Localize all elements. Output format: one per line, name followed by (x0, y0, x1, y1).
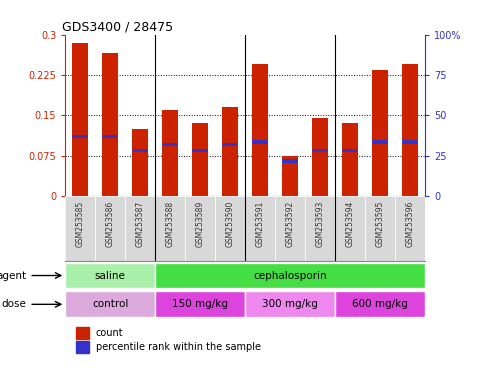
Bar (252, 141, 269, 144)
Bar (282, 156, 298, 196)
Bar (245, 196, 275, 261)
Bar (372, 141, 388, 144)
Bar (215, 196, 245, 261)
Bar (245, 291, 335, 317)
Bar (335, 291, 425, 317)
Bar (162, 110, 178, 196)
Bar (72, 43, 88, 196)
Bar (192, 149, 208, 152)
Bar (252, 64, 269, 196)
Bar (102, 135, 118, 138)
Bar (282, 159, 298, 162)
Text: GSM253585: GSM253585 (76, 201, 85, 247)
Bar (132, 129, 148, 196)
Bar (76, 341, 88, 353)
Text: GSM253595: GSM253595 (376, 201, 384, 247)
Text: cephalosporin: cephalosporin (253, 270, 327, 281)
Text: 300 mg/kg: 300 mg/kg (262, 299, 318, 310)
Bar (395, 196, 425, 261)
Bar (65, 196, 95, 261)
Bar (65, 263, 155, 288)
Bar (275, 196, 305, 261)
Bar (335, 196, 365, 261)
Text: 600 mg/kg: 600 mg/kg (352, 299, 408, 310)
Bar (312, 149, 328, 152)
Bar (125, 196, 155, 261)
Text: GSM253590: GSM253590 (226, 201, 235, 247)
Bar (312, 118, 328, 196)
Bar (185, 196, 215, 261)
Text: 150 mg/kg: 150 mg/kg (172, 299, 228, 310)
Bar (402, 64, 418, 196)
Text: dose: dose (1, 299, 26, 310)
Bar (95, 196, 125, 261)
Bar (372, 70, 388, 196)
Text: GSM253593: GSM253593 (315, 201, 325, 247)
Text: agent: agent (0, 270, 26, 281)
Text: GSM253589: GSM253589 (196, 201, 205, 247)
Bar (65, 291, 155, 317)
Bar (102, 53, 118, 196)
Bar (76, 327, 88, 339)
Bar (342, 123, 358, 196)
Text: GSM253587: GSM253587 (136, 201, 145, 247)
Text: count: count (96, 328, 124, 338)
Bar (155, 263, 425, 288)
Text: GSM253592: GSM253592 (285, 201, 295, 247)
Text: saline: saline (95, 270, 126, 281)
Text: control: control (92, 299, 128, 310)
Bar (132, 149, 148, 152)
Bar (192, 123, 208, 196)
Text: GSM253591: GSM253591 (256, 201, 265, 247)
Text: GSM253588: GSM253588 (166, 201, 175, 247)
Text: GSM253596: GSM253596 (406, 201, 414, 247)
Text: GSM253594: GSM253594 (345, 201, 355, 247)
Bar (155, 291, 245, 317)
Bar (402, 141, 418, 144)
Bar (162, 143, 178, 146)
Bar (222, 143, 239, 146)
Bar (72, 135, 88, 138)
Bar (342, 149, 358, 152)
Bar (222, 107, 239, 196)
Text: GSM253586: GSM253586 (106, 201, 114, 247)
Bar (305, 196, 335, 261)
Text: percentile rank within the sample: percentile rank within the sample (96, 342, 261, 352)
Bar (155, 196, 185, 261)
Bar (365, 196, 395, 261)
Text: GDS3400 / 28475: GDS3400 / 28475 (62, 20, 173, 33)
